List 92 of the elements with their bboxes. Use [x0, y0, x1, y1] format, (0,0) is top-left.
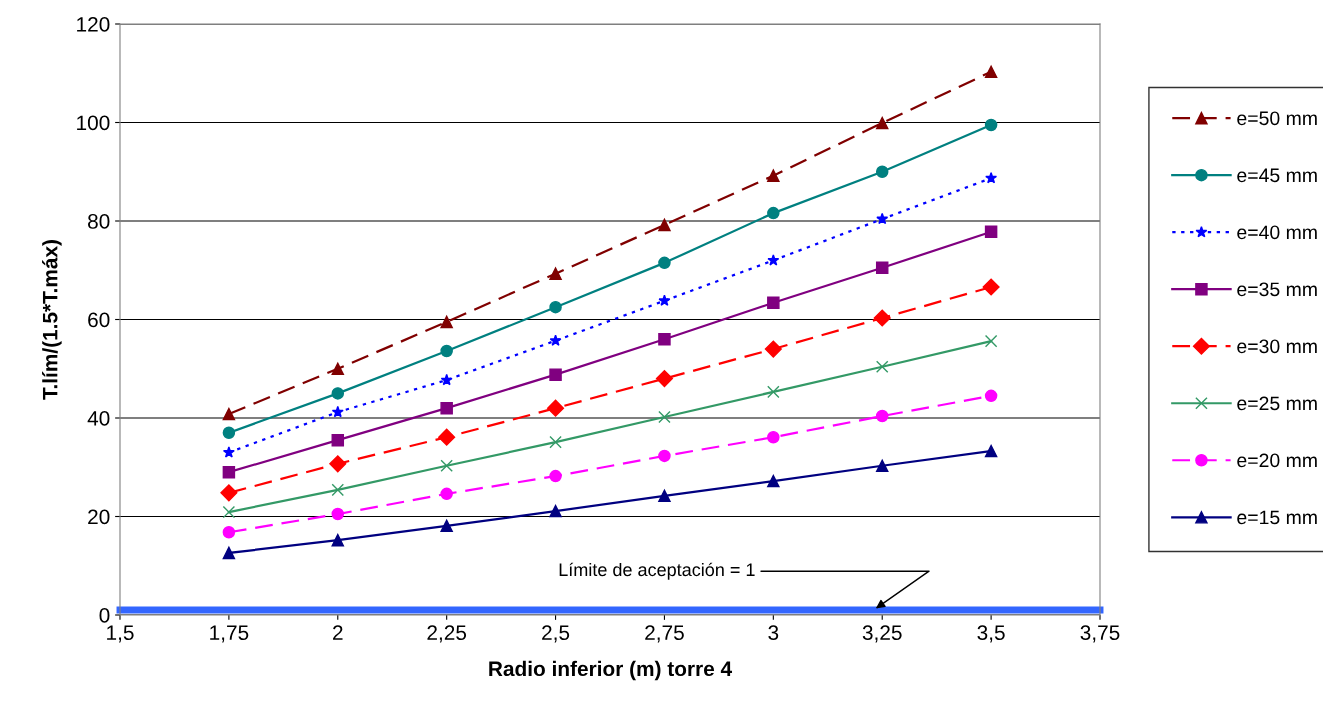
point [440, 519, 453, 533]
y-tick-label: 120 [77, 17, 110, 32]
annotation: Límite de aceptación = 1 [559, 562, 755, 580]
point [547, 399, 565, 417]
point [984, 389, 998, 403]
point [549, 469, 562, 483]
point [331, 483, 345, 497]
x-tick-label: 3 [768, 625, 779, 641]
point [549, 368, 562, 381]
point [984, 444, 998, 458]
point [875, 165, 889, 179]
point [331, 362, 345, 376]
x-tick-label: 2,25 [427, 625, 467, 643]
point [331, 433, 345, 447]
point [222, 505, 236, 519]
point [876, 212, 889, 225]
y-tick-label: 60 [88, 312, 110, 328]
legend-label: e=45 mm [1237, 168, 1317, 183]
x-tick-label: 1,75 [210, 625, 249, 643]
point [440, 344, 453, 358]
point [549, 267, 562, 280]
legend-label: e=20 mm [1237, 453, 1317, 468]
point [875, 409, 889, 423]
point [984, 65, 998, 79]
point [331, 507, 345, 521]
point [655, 370, 673, 388]
x-tick-label: 1,5 [107, 625, 134, 643]
point [658, 256, 671, 270]
x-tick-label: 2,75 [645, 625, 684, 643]
point [440, 401, 453, 415]
point [764, 340, 782, 358]
x-tick-label: 3,5 [977, 625, 1005, 643]
point [222, 446, 235, 458]
y-axis-title: T.lím/(1.5*T.máx) [42, 240, 62, 400]
point [222, 426, 236, 440]
point [658, 294, 671, 306]
point [440, 315, 453, 329]
point [767, 296, 780, 310]
point [329, 455, 347, 473]
y-tick-label: 0 [99, 608, 110, 623]
legend-label: e=25 mm [1237, 396, 1317, 411]
point [658, 449, 671, 463]
x-tick-label: 2 [333, 625, 343, 640]
point [658, 410, 671, 424]
point [982, 278, 1000, 296]
point [873, 309, 891, 327]
legend-label: e=35 mm [1237, 282, 1317, 297]
point [767, 254, 780, 266]
point [658, 332, 671, 346]
point [440, 487, 453, 501]
point [440, 459, 453, 473]
point [875, 116, 889, 130]
point [984, 225, 998, 239]
y-tick-label: 100 [77, 115, 110, 131]
x-tick-label: 3,75 [1080, 625, 1120, 643]
legend-label: e=40 mm [1237, 225, 1317, 240]
point [220, 484, 238, 502]
legend-label: e=15 mm [1237, 510, 1317, 525]
point [549, 504, 562, 518]
point [438, 428, 456, 446]
point [658, 489, 671, 503]
point [984, 334, 998, 348]
point [331, 533, 345, 547]
point [658, 218, 671, 232]
point [875, 261, 889, 275]
point [549, 300, 562, 314]
point [985, 171, 998, 184]
point [222, 526, 236, 539]
point [767, 430, 780, 444]
point [331, 405, 344, 418]
y-tick-label: 80 [88, 214, 110, 229]
y-tick-label: 20 [88, 509, 110, 525]
point [331, 387, 345, 400]
legend-label: e=30 mm [1237, 339, 1317, 354]
x-tick-label: 3,25 [862, 625, 902, 643]
point [222, 407, 236, 421]
point [222, 546, 236, 560]
point [875, 360, 889, 374]
point [767, 169, 780, 182]
point [767, 385, 780, 399]
point [984, 118, 998, 132]
point [549, 435, 562, 449]
point [222, 465, 236, 479]
point [549, 334, 562, 346]
point [767, 474, 780, 488]
point [875, 459, 889, 473]
x-tick-label: 2,5 [542, 625, 570, 643]
point [440, 373, 453, 386]
y-tick-label: 40 [87, 411, 110, 426]
x-axis-title: Radio inferior (m) torre 4 [489, 660, 733, 681]
legend-label: e=50 mm [1237, 111, 1317, 126]
point [767, 206, 780, 220]
